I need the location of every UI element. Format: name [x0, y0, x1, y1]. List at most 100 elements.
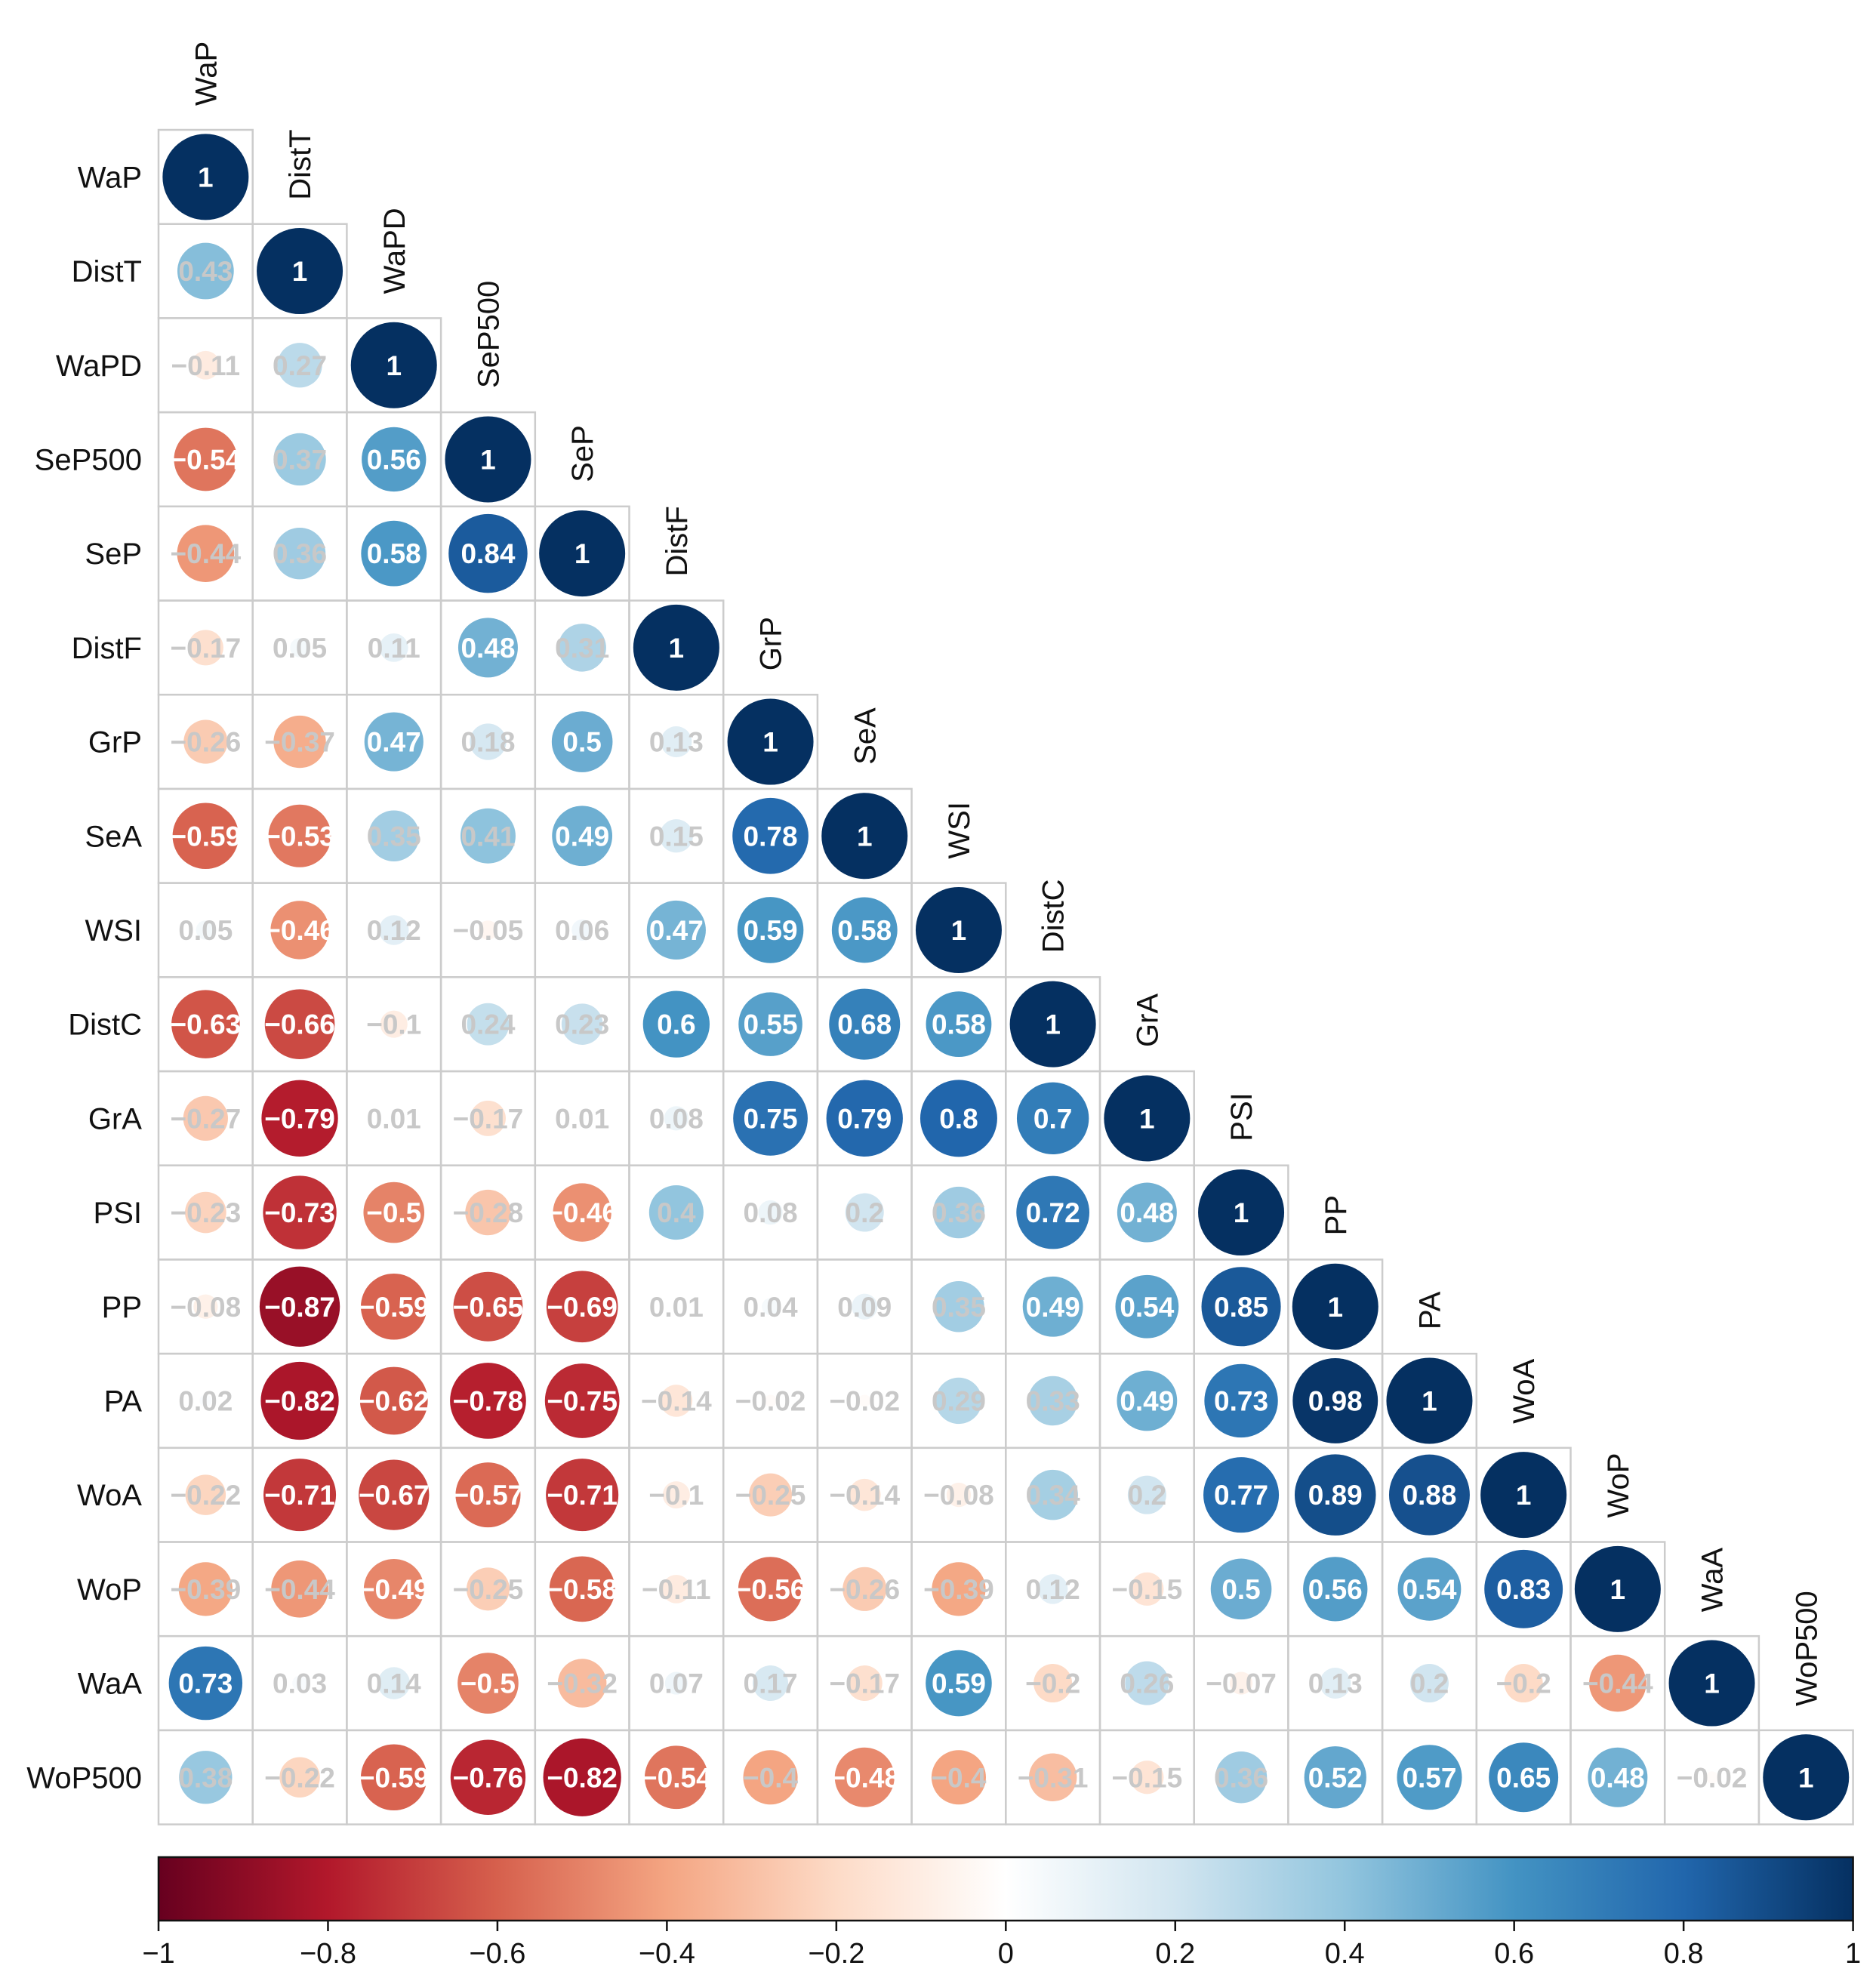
corr-value-PP-WSI: 0.35	[932, 1292, 986, 1323]
corr-value-WaA-GrA: 0.26	[1120, 1668, 1174, 1699]
corr-circle-WoA-PA	[1388, 1454, 1470, 1536]
corr-circle-WaA-GrA	[1125, 1661, 1169, 1705]
corr-circle-GrP-DistF	[661, 726, 692, 758]
corr-circle-PSI-DistF	[648, 1185, 704, 1240]
corr-circle-DistC-WaP	[171, 990, 240, 1058]
corr-circle-PP-GrP	[762, 1298, 779, 1316]
corr-value-PP-SeP: −0.69	[547, 1292, 618, 1323]
corr-value-WoP-DistF: −0.11	[642, 1574, 711, 1605]
corr-circle-PP-SeP500	[453, 1271, 523, 1342]
corr-circle-GrA-SeP500	[470, 1100, 506, 1136]
corr-circle-WoP-WoA	[1484, 1549, 1563, 1628]
corr-circle-SeP-WaP	[177, 525, 235, 582]
corr-value-PSI-WSI: 0.36	[932, 1197, 986, 1228]
corr-circle-DistF-SeP	[558, 624, 606, 672]
corr-circle-DistT-WaP	[177, 242, 234, 300]
corr-value-DistC-DistT: −0.66	[264, 1009, 335, 1040]
corr-value-DistC-WaPD: −0.1	[366, 1009, 421, 1040]
corr-value-DistC-SeA: 0.68	[837, 1009, 892, 1040]
corr-value-GrA-DistF: 0.08	[649, 1103, 704, 1134]
corr-circle-WSI-DistF	[646, 900, 706, 960]
corr-circle-GrA-WaP	[183, 1095, 228, 1141]
corr-value-GrA-SeP: 0.01	[555, 1103, 609, 1134]
column-label-SeA: SeA	[849, 707, 882, 765]
corr-circle-DistF-DistF	[633, 604, 719, 691]
row-label-WaPD: WaPD	[56, 350, 142, 383]
corr-circle-WaA-WSI	[926, 1650, 992, 1717]
column-label-PSI: PSI	[1225, 1092, 1258, 1141]
corr-value-SeA-SeP: 0.49	[555, 821, 609, 852]
corr-circle-GrA-WaPD	[390, 1114, 399, 1123]
row-label-SeP: SeP	[85, 538, 142, 571]
corr-value-PSI-SeA: 0.2	[846, 1197, 884, 1228]
corr-value-WaA-PA: 0.2	[1410, 1668, 1449, 1699]
corr-circle-PP-PP	[1292, 1263, 1379, 1350]
corr-value-SeP-WaP: −0.44	[171, 538, 242, 569]
row-label-SeP500: SeP500	[35, 443, 142, 476]
corr-value-WaA-DistF: 0.07	[649, 1668, 704, 1699]
corr-circle-WSI-DistT	[270, 901, 329, 960]
corr-circle-GrA-GrA	[1104, 1075, 1191, 1162]
corr-circle-WoP500-WaPD	[360, 1744, 427, 1811]
corr-value-GrP-DistT: −0.37	[264, 727, 335, 758]
corr-value-SeP-SeP500: 0.84	[461, 538, 515, 569]
corr-value-PSI-PSI: 1	[1234, 1197, 1249, 1228]
corr-circle-WoA-DistC	[1027, 1469, 1078, 1520]
corr-circle-SeA-GrP	[732, 797, 809, 874]
corr-value-DistC-DistC: 1	[1045, 1009, 1061, 1040]
corr-circle-WaA-GrP	[753, 1665, 789, 1702]
corr-circle-WoP500-SeP500	[450, 1739, 526, 1815]
corr-value-WoP500-PSI: 0.36	[1214, 1762, 1268, 1793]
corr-circle-WaA-PP	[1320, 1667, 1351, 1699]
corr-circle-PP-PSI	[1201, 1267, 1281, 1347]
corr-circle-WSI-WaPD	[379, 915, 409, 945]
corr-circle-PA-SeP500	[450, 1363, 526, 1439]
corr-value-DistF-WaPD: 0.11	[368, 633, 420, 664]
corr-value-WoP-WoP: 1	[1610, 1574, 1626, 1605]
corr-value-GrA-SeP500: −0.17	[453, 1103, 524, 1134]
corr-value-WoP-WaPD: −0.49	[359, 1574, 430, 1605]
corr-circle-GrP-WaPD	[364, 712, 424, 772]
corr-value-PA-WaPD: −0.62	[359, 1385, 430, 1416]
corr-value-GrP-WaPD: 0.47	[367, 727, 421, 758]
corr-circle-GrA-WSI	[920, 1080, 997, 1157]
corr-value-WoP500-WaA: −0.02	[1677, 1762, 1748, 1793]
column-label-SeP500: SeP500	[472, 281, 505, 388]
corr-circle-WoP500-WoP500	[1763, 1734, 1850, 1821]
corr-circle-PP-WSI	[933, 1281, 984, 1332]
corr-value-SeP500-WaPD: 0.56	[367, 444, 421, 475]
colorbar: −1 −0.8 −0.6 −0.4 −0.2 0 0.2 0.4 0.6 0.8 1	[142, 1856, 1861, 1970]
corr-circle-PSI-GrP	[758, 1200, 783, 1225]
colorbar-tick-label: −0.2	[808, 1938, 864, 1970]
corr-circle-DistC-DistC	[1009, 981, 1096, 1067]
corr-circle-PP-DistT	[259, 1266, 340, 1347]
corr-circle-SeA-SeP500	[460, 808, 516, 864]
corr-circle-PP-SeA	[852, 1293, 878, 1320]
colorbar-tick-label: 0.8	[1664, 1938, 1704, 1970]
corr-value-GrA-GrP: 0.75	[744, 1103, 798, 1134]
row-label-WoA: WoA	[77, 1479, 142, 1512]
corr-value-PP-WaPD: −0.59	[359, 1292, 430, 1323]
corr-value-WoP500-GrP: −0.4	[743, 1762, 798, 1793]
corr-circle-PSI-WSI	[932, 1186, 985, 1239]
corr-circle-WoA-PSI	[1203, 1457, 1280, 1533]
corr-circle-SeP500-WaP	[174, 427, 238, 491]
corr-value-WSI-WaP: 0.05	[178, 915, 233, 946]
corr-circle-PSI-DistC	[1016, 1175, 1090, 1249]
corr-value-DistC-WaP: −0.63	[171, 1009, 242, 1040]
corr-value-WoP500-WoA: 0.65	[1496, 1762, 1551, 1793]
corr-value-PSI-DistT: −0.73	[264, 1197, 335, 1228]
corr-circle-WaA-SeA	[846, 1665, 883, 1702]
corr-circle-GrA-DistF	[664, 1106, 688, 1131]
corr-circle-DistC-WSI	[926, 991, 992, 1058]
corr-circle-WoP-WaPD	[363, 1558, 424, 1619]
corr-circle-SeA-DistT	[268, 804, 331, 867]
corr-circle-WaA-WaP	[168, 1646, 243, 1721]
corr-circle-WoA-GrA	[1127, 1475, 1166, 1514]
corr-value-PA-GrA: 0.49	[1120, 1385, 1174, 1416]
corr-value-WoP500-DistF: −0.54	[641, 1762, 712, 1793]
corr-value-WoP500-WaP: 0.38	[178, 1762, 233, 1793]
corr-value-WaA-WaA: 1	[1704, 1668, 1720, 1699]
corr-value-WaA-WoA: −0.2	[1496, 1668, 1551, 1699]
corr-circle-GrP-GrP	[727, 698, 814, 785]
